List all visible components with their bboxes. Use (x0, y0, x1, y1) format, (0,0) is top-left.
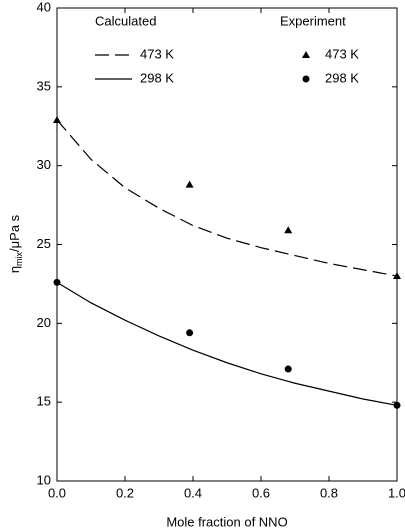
legend-title: Calculated (95, 13, 156, 28)
marker (185, 180, 194, 188)
x-tick-label: 0.8 (320, 485, 338, 500)
marker (284, 226, 293, 234)
y-label-subscript: mix (14, 251, 24, 265)
line-series (56, 119, 398, 277)
line-series (56, 281, 398, 406)
legend-label: 298 K (140, 70, 174, 85)
x-tick-label: 0.6 (252, 485, 270, 500)
marker (284, 365, 292, 373)
x-tick-label: 1.0 (388, 485, 405, 500)
marker (53, 278, 61, 286)
marker (393, 401, 401, 409)
legend-marker (302, 51, 310, 58)
y-tick-label: 15 (37, 394, 51, 409)
marker (393, 272, 401, 280)
y-label-unit: /μPa s (7, 214, 22, 252)
y-tick-label: 40 (37, 0, 51, 14)
y-tick-label: 35 (37, 78, 51, 93)
y-tick-label: 30 (37, 157, 51, 172)
marker (186, 329, 194, 337)
x-tick-label: 0.4 (184, 485, 202, 500)
legend-label: 473 K (140, 46, 174, 61)
x-axis-label: Mole fraction of NNO (166, 514, 287, 529)
marker (53, 115, 61, 123)
x-tick-label: 0.2 (116, 485, 134, 500)
legend-label: 473 K (325, 46, 359, 61)
y-tick-label: 25 (37, 236, 51, 251)
legend-title: Experiment (280, 13, 346, 28)
legend-marker (302, 75, 310, 83)
legend-label: 298 K (325, 70, 359, 85)
y-axis-label: ηmix/μPa s (7, 214, 24, 273)
y-label-symbol: η (7, 266, 22, 273)
x-tick-label: 0.0 (48, 485, 66, 500)
y-tick-label: 20 (37, 315, 51, 330)
y-tick-label: 10 (37, 472, 51, 487)
